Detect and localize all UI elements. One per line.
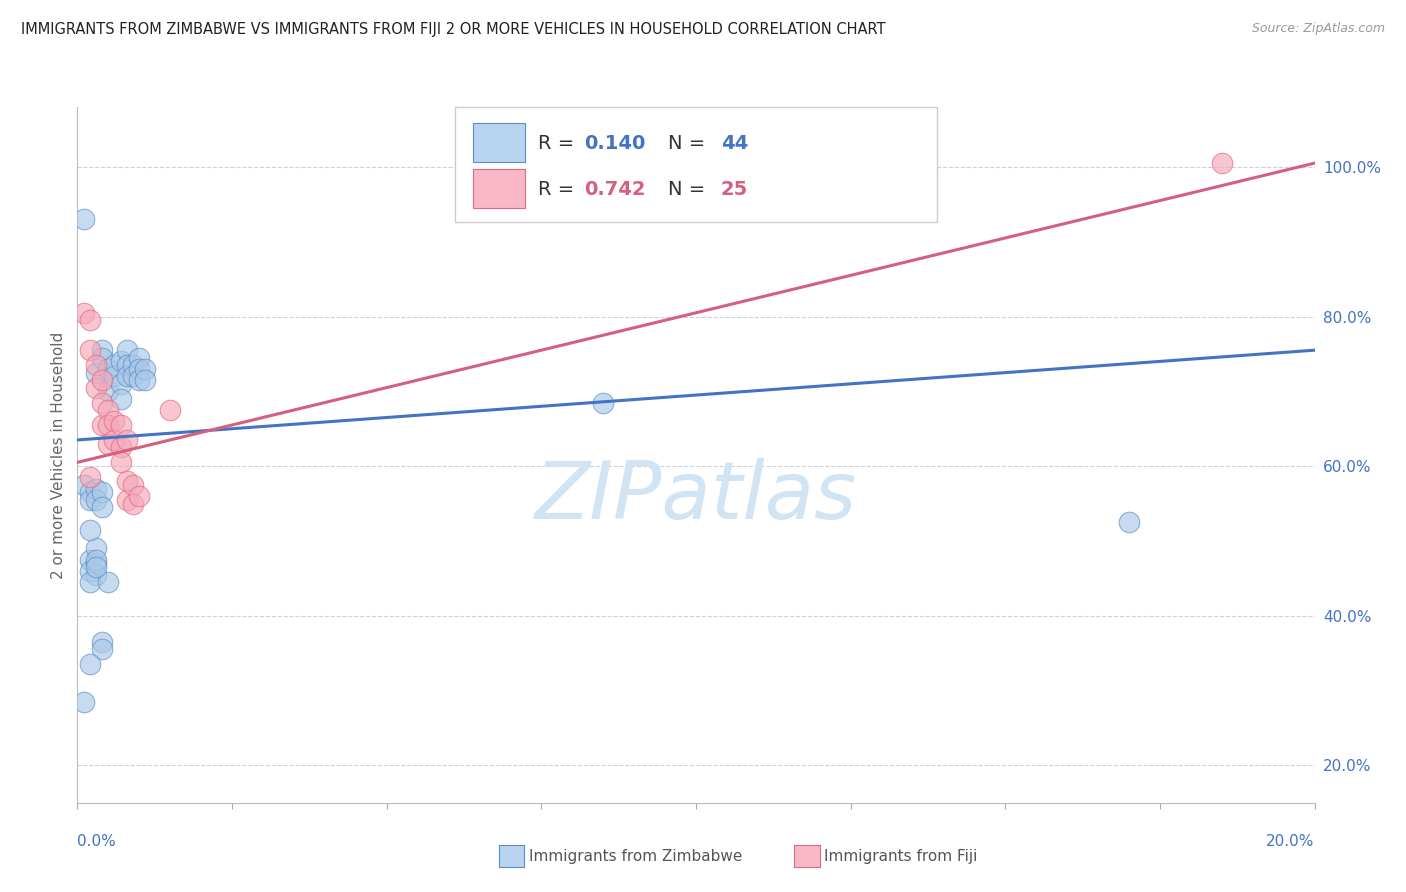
Point — [115, 369, 138, 384]
Point — [110, 392, 132, 406]
Point — [84, 541, 107, 556]
Point — [122, 369, 145, 384]
Point — [79, 492, 101, 507]
Point — [115, 358, 138, 372]
Point — [84, 366, 107, 380]
Point — [128, 351, 150, 365]
Point — [97, 575, 120, 590]
Point — [128, 489, 150, 503]
Point — [110, 441, 132, 455]
Point — [91, 373, 114, 387]
Text: Immigrants from Fiji: Immigrants from Fiji — [824, 849, 977, 863]
Point — [103, 414, 125, 428]
Point — [79, 575, 101, 590]
Point — [134, 373, 156, 387]
Text: N =: N = — [668, 179, 711, 199]
Point — [84, 492, 107, 507]
Point — [79, 523, 101, 537]
Point — [592, 395, 614, 409]
FancyBboxPatch shape — [474, 123, 526, 162]
Point — [122, 497, 145, 511]
Point — [84, 381, 107, 395]
Point — [110, 354, 132, 368]
Point — [91, 500, 114, 515]
Text: Immigrants from Zimbabwe: Immigrants from Zimbabwe — [529, 849, 742, 863]
Point — [110, 376, 132, 391]
Point — [79, 470, 101, 484]
Point — [122, 478, 145, 492]
Point — [115, 343, 138, 358]
Text: ZIPatlas: ZIPatlas — [534, 458, 858, 536]
Text: 0.140: 0.140 — [585, 135, 645, 153]
Point — [79, 552, 101, 566]
Y-axis label: 2 or more Vehicles in Household: 2 or more Vehicles in Household — [51, 331, 66, 579]
Point — [79, 343, 101, 358]
Point — [110, 455, 132, 469]
Point — [128, 373, 150, 387]
Text: 0.742: 0.742 — [585, 179, 647, 199]
Text: 25: 25 — [721, 179, 748, 199]
Point — [110, 417, 132, 432]
Point — [72, 695, 94, 709]
Point — [84, 552, 107, 566]
Point — [91, 635, 114, 649]
Point — [79, 485, 101, 500]
Point — [134, 362, 156, 376]
Point — [84, 567, 107, 582]
Text: 44: 44 — [721, 135, 748, 153]
Text: 0.0%: 0.0% — [77, 834, 117, 849]
FancyBboxPatch shape — [454, 107, 938, 222]
Point — [91, 642, 114, 657]
Text: R =: R = — [537, 179, 581, 199]
Point — [91, 343, 114, 358]
Point — [91, 351, 114, 365]
Point — [97, 403, 120, 417]
Point — [91, 485, 114, 500]
FancyBboxPatch shape — [474, 169, 526, 208]
Point — [115, 492, 138, 507]
Text: IMMIGRANTS FROM ZIMBABWE VS IMMIGRANTS FROM FIJI 2 OR MORE VEHICLES IN HOUSEHOLD: IMMIGRANTS FROM ZIMBABWE VS IMMIGRANTS F… — [21, 22, 886, 37]
Point — [122, 358, 145, 372]
Point — [84, 482, 107, 496]
Point — [97, 417, 120, 432]
Point — [97, 384, 120, 399]
Point — [1118, 515, 1140, 529]
Point — [84, 358, 107, 372]
Point — [115, 433, 138, 447]
Point — [128, 362, 150, 376]
Point — [79, 313, 101, 327]
Point — [103, 358, 125, 372]
Point — [97, 436, 120, 450]
Text: N =: N = — [668, 135, 711, 153]
Point — [72, 306, 94, 320]
Point — [97, 362, 120, 376]
Point — [79, 564, 101, 578]
Point — [115, 474, 138, 488]
Point — [79, 657, 101, 672]
Point — [84, 560, 107, 574]
Point — [91, 395, 114, 409]
Text: Source: ZipAtlas.com: Source: ZipAtlas.com — [1251, 22, 1385, 36]
Text: R =: R = — [537, 135, 581, 153]
Point — [91, 417, 114, 432]
Point — [159, 403, 181, 417]
Point — [103, 369, 125, 384]
Point — [72, 478, 94, 492]
Point — [103, 433, 125, 447]
Point — [1211, 156, 1233, 170]
Point — [84, 557, 107, 571]
Point — [72, 212, 94, 227]
Text: 20.0%: 20.0% — [1267, 834, 1315, 849]
